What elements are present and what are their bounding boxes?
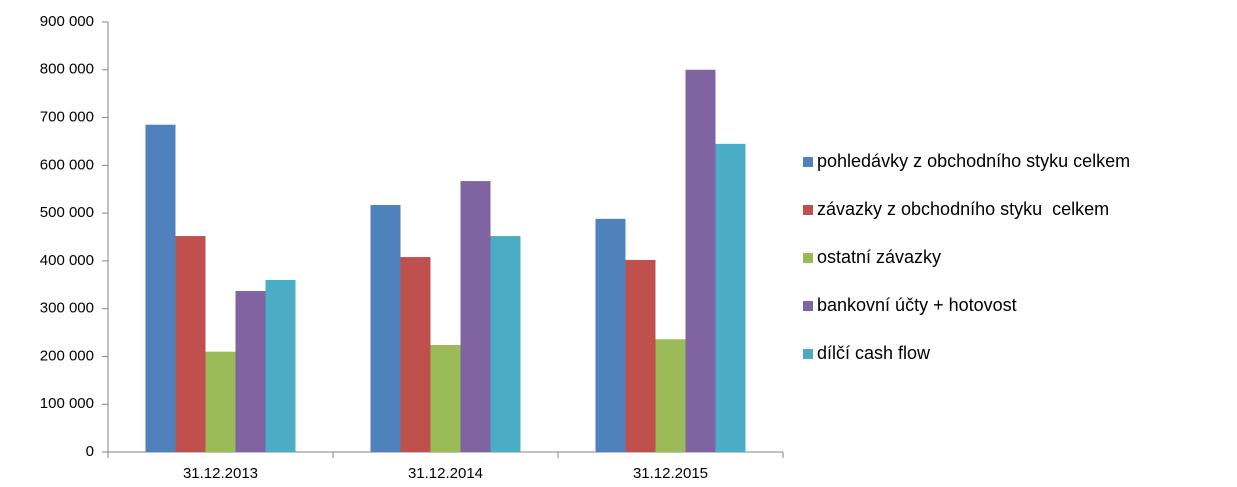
bar	[205, 351, 236, 452]
legend-swatch	[803, 301, 813, 311]
legend-label: ostatní závazky	[817, 247, 941, 267]
legend-swatch	[803, 253, 813, 263]
legend-label: dílčí cash flow	[817, 343, 931, 363]
bar	[145, 124, 176, 452]
bar	[685, 69, 716, 453]
bar	[595, 218, 626, 452]
bar	[235, 290, 266, 452]
x-tick-label: 31.12.2013	[183, 465, 258, 482]
bar	[625, 259, 656, 452]
x-tick-label: 31.12.2015	[633, 465, 708, 482]
bar	[400, 257, 431, 452]
bar	[655, 339, 686, 452]
y-tick-label: 300 000	[40, 300, 94, 317]
legend-label: závazky z obchodního styku celkem	[817, 199, 1109, 219]
legend-swatch	[803, 205, 813, 215]
y-tick-label: 0	[86, 443, 94, 460]
bar	[430, 344, 461, 452]
y-tick-label: 400 000	[40, 252, 94, 269]
x-tick-label: 31.12.2014	[408, 465, 483, 482]
bar	[175, 236, 206, 452]
y-tick-label: 800 000	[40, 61, 94, 78]
y-tick-label: 200 000	[40, 347, 94, 364]
y-tick-label: 100 000	[40, 395, 94, 412]
bar	[265, 280, 296, 452]
legend-label: pohledávky z obchodního styku celkem	[817, 151, 1130, 171]
legend-swatch	[803, 349, 813, 359]
y-tick-label: 700 000	[40, 109, 94, 126]
bar	[715, 143, 746, 453]
bar	[460, 181, 491, 452]
y-tick-label: 500 000	[40, 204, 94, 221]
y-tick-label: 600 000	[40, 156, 94, 173]
legend-swatch	[803, 157, 813, 167]
y-tick-label: 900 000	[40, 13, 94, 30]
bar	[370, 204, 401, 452]
bar	[490, 236, 521, 452]
legend-label: bankovní účty + hotovost	[817, 295, 1017, 315]
